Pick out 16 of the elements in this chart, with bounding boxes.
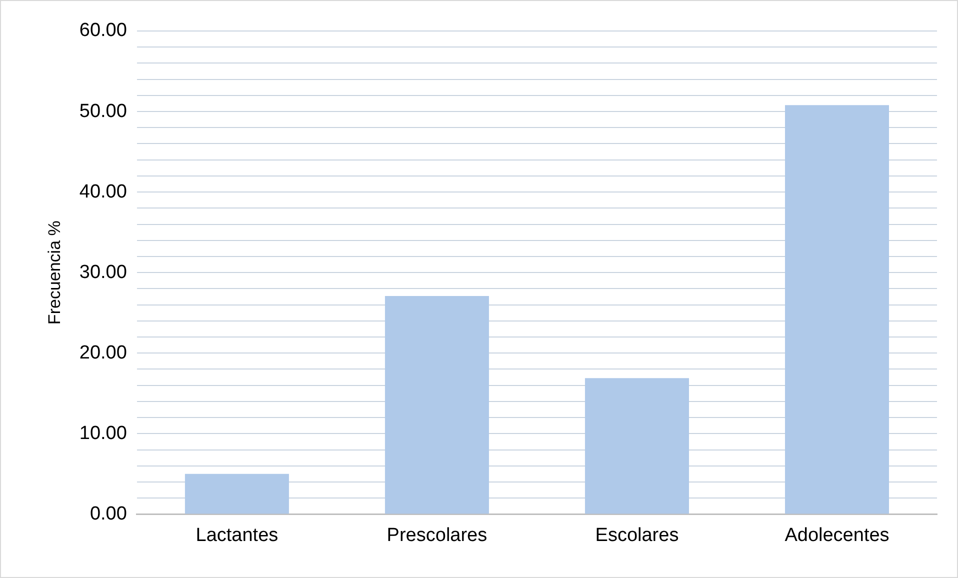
y-tick-label: 30.00 [79, 262, 127, 283]
y-tick-label: 0.00 [90, 503, 127, 524]
x-tick-label: Adolecentes [784, 524, 890, 546]
x-tick-label: Lactantes [196, 524, 278, 546]
y-tick-label: 10.00 [79, 422, 127, 444]
y-tick-label: 40.00 [79, 181, 127, 202]
x-tick-label: Escolares [595, 524, 679, 546]
bar [784, 105, 889, 514]
bar [384, 296, 489, 514]
x-tick-label: Prescolares [386, 524, 488, 546]
bar [584, 378, 689, 514]
bar [184, 474, 289, 514]
y-tick-label: 50.00 [79, 100, 127, 122]
y-tick-label: 20.00 [79, 342, 127, 364]
y-tick-label: 60.00 [79, 20, 127, 42]
y-axis-title: Frecuencia % [44, 220, 64, 325]
